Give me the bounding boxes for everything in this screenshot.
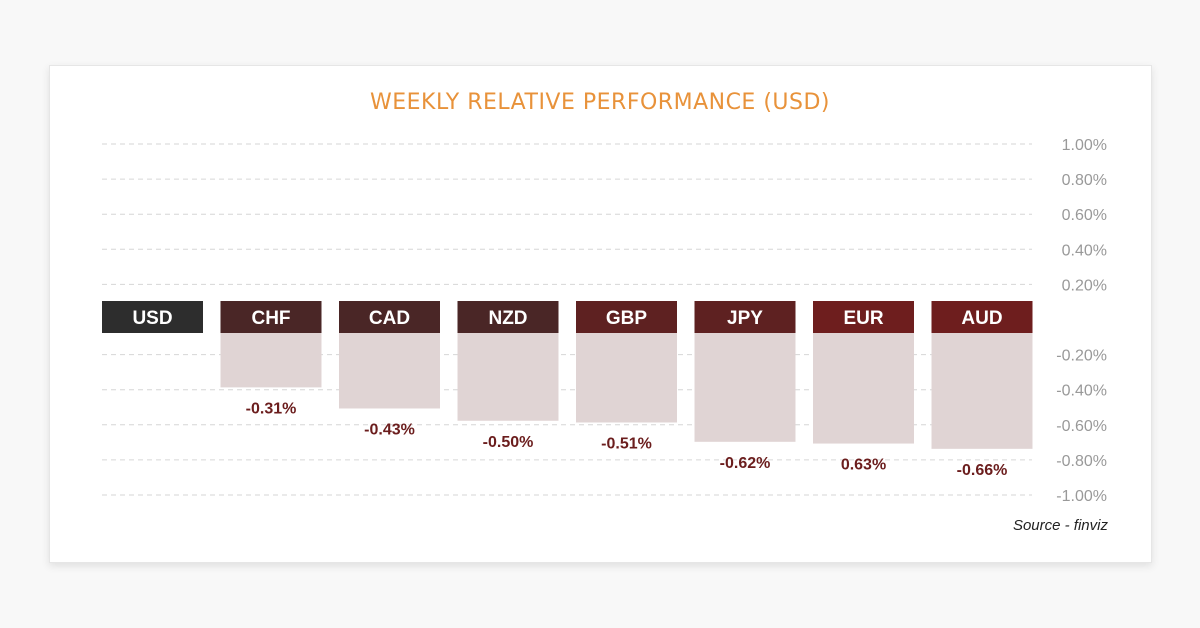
bar-eur [813,333,914,444]
header-aud [931,301,1033,333]
chart-title: WEEKLY RELATIVE PERFORMANCE (USD) [369,90,831,115]
header-usd [102,301,203,333]
header-eur [813,301,914,333]
y-tick-label: 0.20% [1062,277,1107,294]
value-label-eur: 0.63% [841,457,886,474]
y-tick-label: -1.00% [1056,488,1107,505]
source-note: Source - finviz [1012,517,1108,534]
header-chf [220,301,322,333]
category-label-usd: USD [132,308,172,329]
value-label-cad: -0.43% [364,421,415,438]
header-gbp [576,301,677,333]
value-label-chf: -0.31% [246,400,297,417]
category-label-chf: CHF [251,308,290,329]
bar-cad [339,333,440,409]
header-nzd [457,301,559,333]
currency-headers: USD CHF CAD NZD GBP JPY EUR AUD [102,301,1033,333]
y-tick-label: -0.40% [1056,383,1107,400]
y-tick-label: 0.40% [1062,242,1107,259]
y-axis-ticks: 1.00% 0.80% 0.60% 0.40% 0.20% -0.20% -0.40% -0.… [1056,137,1107,505]
y-tick-label: 0.80% [1062,172,1107,189]
category-label-jpy: JPY [727,308,763,329]
category-label-nzd: NZD [488,308,527,329]
bar-gbp [576,333,677,423]
value-label-aud: -0.66% [957,462,1008,479]
category-label-eur: EUR [843,308,883,329]
value-labels: -0.31% -0.43% -0.50% -0.51% -0.62% 0.63% -0.66… [246,400,1008,478]
value-label-gbp: -0.51% [601,436,652,453]
category-label-cad: CAD [369,308,410,329]
header-cad [339,301,440,333]
bar-chf [220,333,322,388]
bar-nzd [457,333,559,421]
value-label-nzd: -0.50% [483,434,534,451]
y-tick-label: 1.00% [1062,137,1107,154]
y-tick-label: -0.60% [1056,418,1107,435]
y-tick-label: -0.80% [1056,453,1107,470]
y-tick-label: -0.20% [1056,348,1107,365]
category-label-aud: AUD [961,308,1002,329]
category-label-gbp: GBP [606,308,648,329]
bar-jpy [694,333,796,442]
header-jpy [694,301,796,333]
y-tick-label: 0.60% [1062,207,1107,224]
bar-aud [931,333,1033,449]
value-label-jpy: -0.62% [720,455,771,472]
bars [220,333,1033,449]
